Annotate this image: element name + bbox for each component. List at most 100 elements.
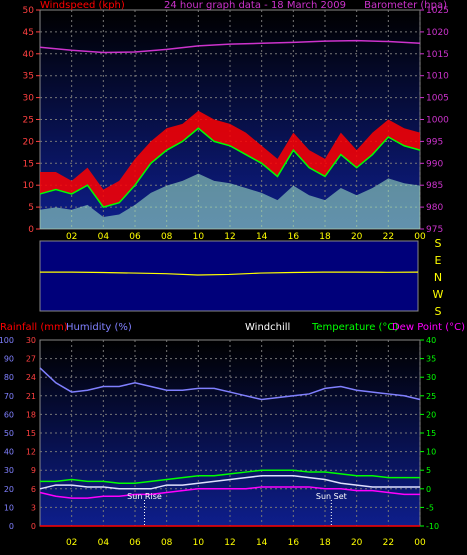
bottom-x-tick-label: 10: [193, 538, 205, 548]
humidity-tick-label: 20: [4, 485, 14, 494]
humidity-tick-label: 40: [4, 448, 14, 457]
bottom-x-tick-label: 14: [256, 538, 268, 548]
temp-tick-label: 5: [426, 466, 431, 475]
rain-tick-label: 0: [31, 522, 36, 531]
top-y-left-tick-label: 10: [23, 181, 35, 191]
top-y-left-tick-label: 15: [23, 159, 34, 169]
rain-tick-label: 24: [26, 373, 36, 382]
barometer-line: [39, 39, 421, 54]
rain-tick-label: 9: [31, 466, 36, 475]
windspeed-axis-label: Windspeed (kph): [40, 0, 125, 11]
bottom-x-tick-label: 04: [98, 538, 110, 548]
top-x-tick-label: 18: [319, 232, 331, 242]
top-y-right-tick-label: 975: [426, 225, 443, 235]
top-x-tick-label: 22: [383, 232, 394, 242]
temp-tick-label: -5: [426, 503, 434, 512]
top-x-ticks: 02 04 06 08 10 12 14 16 18 20 22 00: [66, 232, 426, 242]
bottom-x-tick-label: 18: [319, 538, 331, 548]
wind-min-band: [40, 173, 420, 229]
rain-tick-label: 21: [26, 392, 36, 401]
top-x-tick-label: 04: [98, 232, 110, 242]
wind-direction-label: E: [435, 254, 442, 267]
humidity-axis-label: Humidity (%): [66, 322, 132, 333]
rain-tick-label: 18: [26, 410, 36, 419]
humidity-tick-label: 80: [4, 373, 14, 382]
chart-title: 24 hour graph data - 18 March 2009: [164, 0, 346, 11]
bottom-y-right-ticks: -10 -5 0 5 10 15 20 25 30 35 40: [420, 336, 439, 531]
wind-direction-label: S: [435, 237, 442, 250]
top-x-tick-label: 16: [288, 232, 300, 242]
bottom-y-left-ticks: 0 10 20 30 40 50 60 70 80 90 100 0 3 6 9 12 15 18 21 24 27 30: [0, 336, 36, 531]
top-y-right-ticks: 975 980 985 990 995 1000 1005 1010 1015 1020 1025: [420, 6, 449, 235]
top-y-left-tick-label: 25: [23, 116, 34, 126]
temp-tick-label: 15: [426, 429, 436, 438]
top-y-right-tick-label: 1015: [426, 50, 449, 60]
dew-point-c-line: [39, 486, 420, 499]
bottom-x-tick-label: 20: [351, 538, 363, 548]
top-y-left-tick-label: 20: [23, 137, 35, 147]
rain-tick-label: 3: [31, 503, 36, 512]
temperature-axis-label: Temperature (°C): [311, 322, 398, 333]
windspeed-avg-line: [39, 127, 421, 208]
top-series: [39, 39, 421, 229]
barometer-axis-label: Barometer (hpa): [364, 0, 447, 11]
top-x-tick-label: 12: [224, 232, 235, 242]
rain-tick-label: 6: [31, 485, 36, 494]
top-x-tick-label: 20: [351, 232, 363, 242]
sun-set-label: Sun Set: [316, 492, 347, 501]
bottom-series: [39, 367, 421, 527]
rainfall-axis-label: Rainfall (mm): [0, 322, 68, 333]
top-y-left-tick-label: 35: [23, 72, 34, 82]
gust-band: [40, 110, 420, 208]
top-x-tick-label: 00: [414, 232, 426, 242]
windchill-line: [39, 475, 420, 490]
wind-direction-label: S: [435, 305, 442, 318]
temp-tick-label: -10: [426, 522, 439, 531]
top-y-right-tick-label: 990: [426, 159, 443, 169]
humidity-tick-label: 10: [4, 503, 14, 512]
top-y-right-tick-label: 995: [426, 137, 443, 147]
temp-tick-label: 25: [426, 392, 436, 401]
temp-tick-label: 20: [426, 410, 436, 419]
temp-tick-label: 40: [426, 336, 436, 345]
top-x-tick-label: 14: [256, 232, 268, 242]
humidity-tick-label: 0: [9, 522, 14, 531]
windchill-label: Windchill: [245, 322, 290, 333]
temp-tick-label: 35: [426, 355, 436, 364]
rain-tick-label: 15: [26, 429, 36, 438]
top-x-tick-label: 02: [66, 232, 77, 242]
bottom-x-tick-label: 08: [161, 538, 173, 548]
top-y-right-tick-label: 1025: [426, 6, 449, 16]
bottom-x-tick-label: 06: [129, 538, 141, 548]
rain-tick-label: 27: [26, 355, 36, 364]
bottom-grid: [40, 340, 421, 526]
humidity-tick-label: 100: [0, 336, 14, 345]
bottom-x-tick-label: 22: [383, 538, 394, 548]
top-y-right-tick-label: 985: [426, 181, 443, 191]
humidity-tick-label: 90: [4, 355, 14, 364]
humidity-tick-label: 50: [4, 429, 14, 438]
temp-tick-label: 0: [426, 485, 431, 494]
wind-direction-line: [40, 271, 419, 276]
bottom-x-tick-label: 00: [414, 538, 426, 548]
temp-tick-label: 10: [426, 448, 436, 457]
top-y-left-tick-label: 0: [28, 225, 34, 235]
wind-direction-series: [40, 271, 419, 276]
bottom-x-tick-label: 02: [66, 538, 77, 548]
wind-direction-plot-area: [39, 240, 419, 312]
top-x-tick-label: 08: [161, 232, 173, 242]
top-x-tick-label: 10: [193, 232, 205, 242]
top-x-tick-label: 06: [129, 232, 141, 242]
sun-markers: Sun Rise Sun Set: [127, 492, 347, 526]
humidity-tick-label: 60: [4, 410, 14, 419]
top-y-right-tick-label: 980: [426, 203, 443, 213]
wind-direction-label: N: [434, 271, 442, 284]
bottom-x-tick-label: 16: [288, 538, 300, 548]
top-y-left-tick-label: 45: [23, 28, 34, 38]
rain-tick-label: 30: [26, 336, 36, 345]
humidity-tick-label: 30: [4, 466, 14, 475]
top-y-right-tick-label: 1020: [426, 28, 449, 38]
bottom-x-tick-label: 12: [224, 538, 235, 548]
top-y-left-tick-label: 40: [23, 50, 35, 60]
